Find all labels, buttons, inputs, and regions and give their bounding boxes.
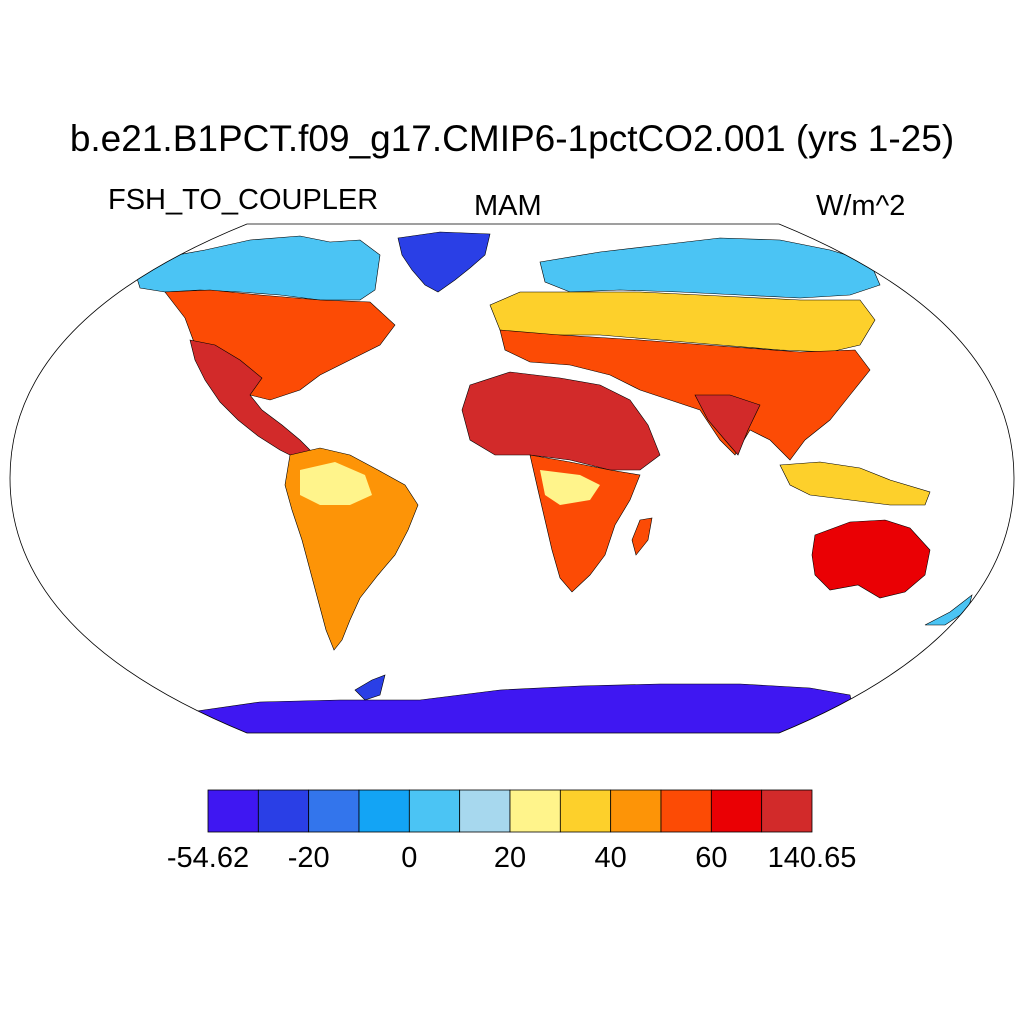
land-australia — [811, 519, 931, 599]
colorbar-swatch — [358, 789, 410, 833]
colorbar-swatch — [761, 789, 813, 833]
plot-title: b.e21.B1PCT.f09_g17.CMIP6-1pctCO2.001 (y… — [69, 118, 955, 159]
land-eurasia-north — [539, 237, 881, 299]
land-madagascar — [631, 517, 653, 556]
land-greenland — [397, 231, 491, 293]
colorbar-swatch — [207, 789, 259, 833]
land-eurasia-south — [499, 329, 871, 461]
land-antarctic-peninsula — [354, 674, 386, 701]
map-outline — [9, 223, 1015, 734]
colorbar-swatch — [610, 789, 662, 833]
colorbar-swatch — [459, 789, 511, 833]
land-north-america-north — [134, 235, 381, 301]
colorbar-tick-label: 140.65 — [767, 842, 857, 874]
colorbar-tick-label: 0 — [401, 842, 418, 874]
colorbar-tick-label: 20 — [493, 842, 527, 874]
units-label: W/m^2 — [816, 190, 906, 222]
land-se-asia — [779, 461, 931, 506]
colorbar-swatch — [408, 789, 461, 833]
colorbar — [207, 789, 813, 833]
land-new-zealand — [924, 594, 973, 626]
season-label: MAM — [474, 190, 542, 222]
colorbar-swatch — [559, 789, 612, 833]
variable-label: FSH_TO_COUPLER — [108, 184, 379, 216]
colorbar-tick-label: 40 — [594, 842, 627, 874]
colorbar-swatch — [308, 789, 360, 833]
colorbar-swatch — [660, 789, 712, 833]
colorbar-swatch — [710, 789, 763, 833]
colorbar-tick-label: 60 — [695, 842, 728, 874]
colorbar-tick-label: -20 — [287, 842, 330, 874]
colorbar-tick-label: -54.62 — [166, 842, 250, 874]
land-antarctica — [179, 683, 861, 733]
land-africa-yellow — [540, 470, 600, 505]
land-africa-north — [461, 371, 661, 471]
land-eurasia-mid — [489, 291, 876, 353]
land-south-america-yellow — [300, 462, 372, 505]
colorbar-swatch — [257, 789, 310, 833]
colorbar-swatch — [509, 789, 561, 833]
land-layer — [134, 231, 973, 733]
land-india — [694, 394, 761, 456]
